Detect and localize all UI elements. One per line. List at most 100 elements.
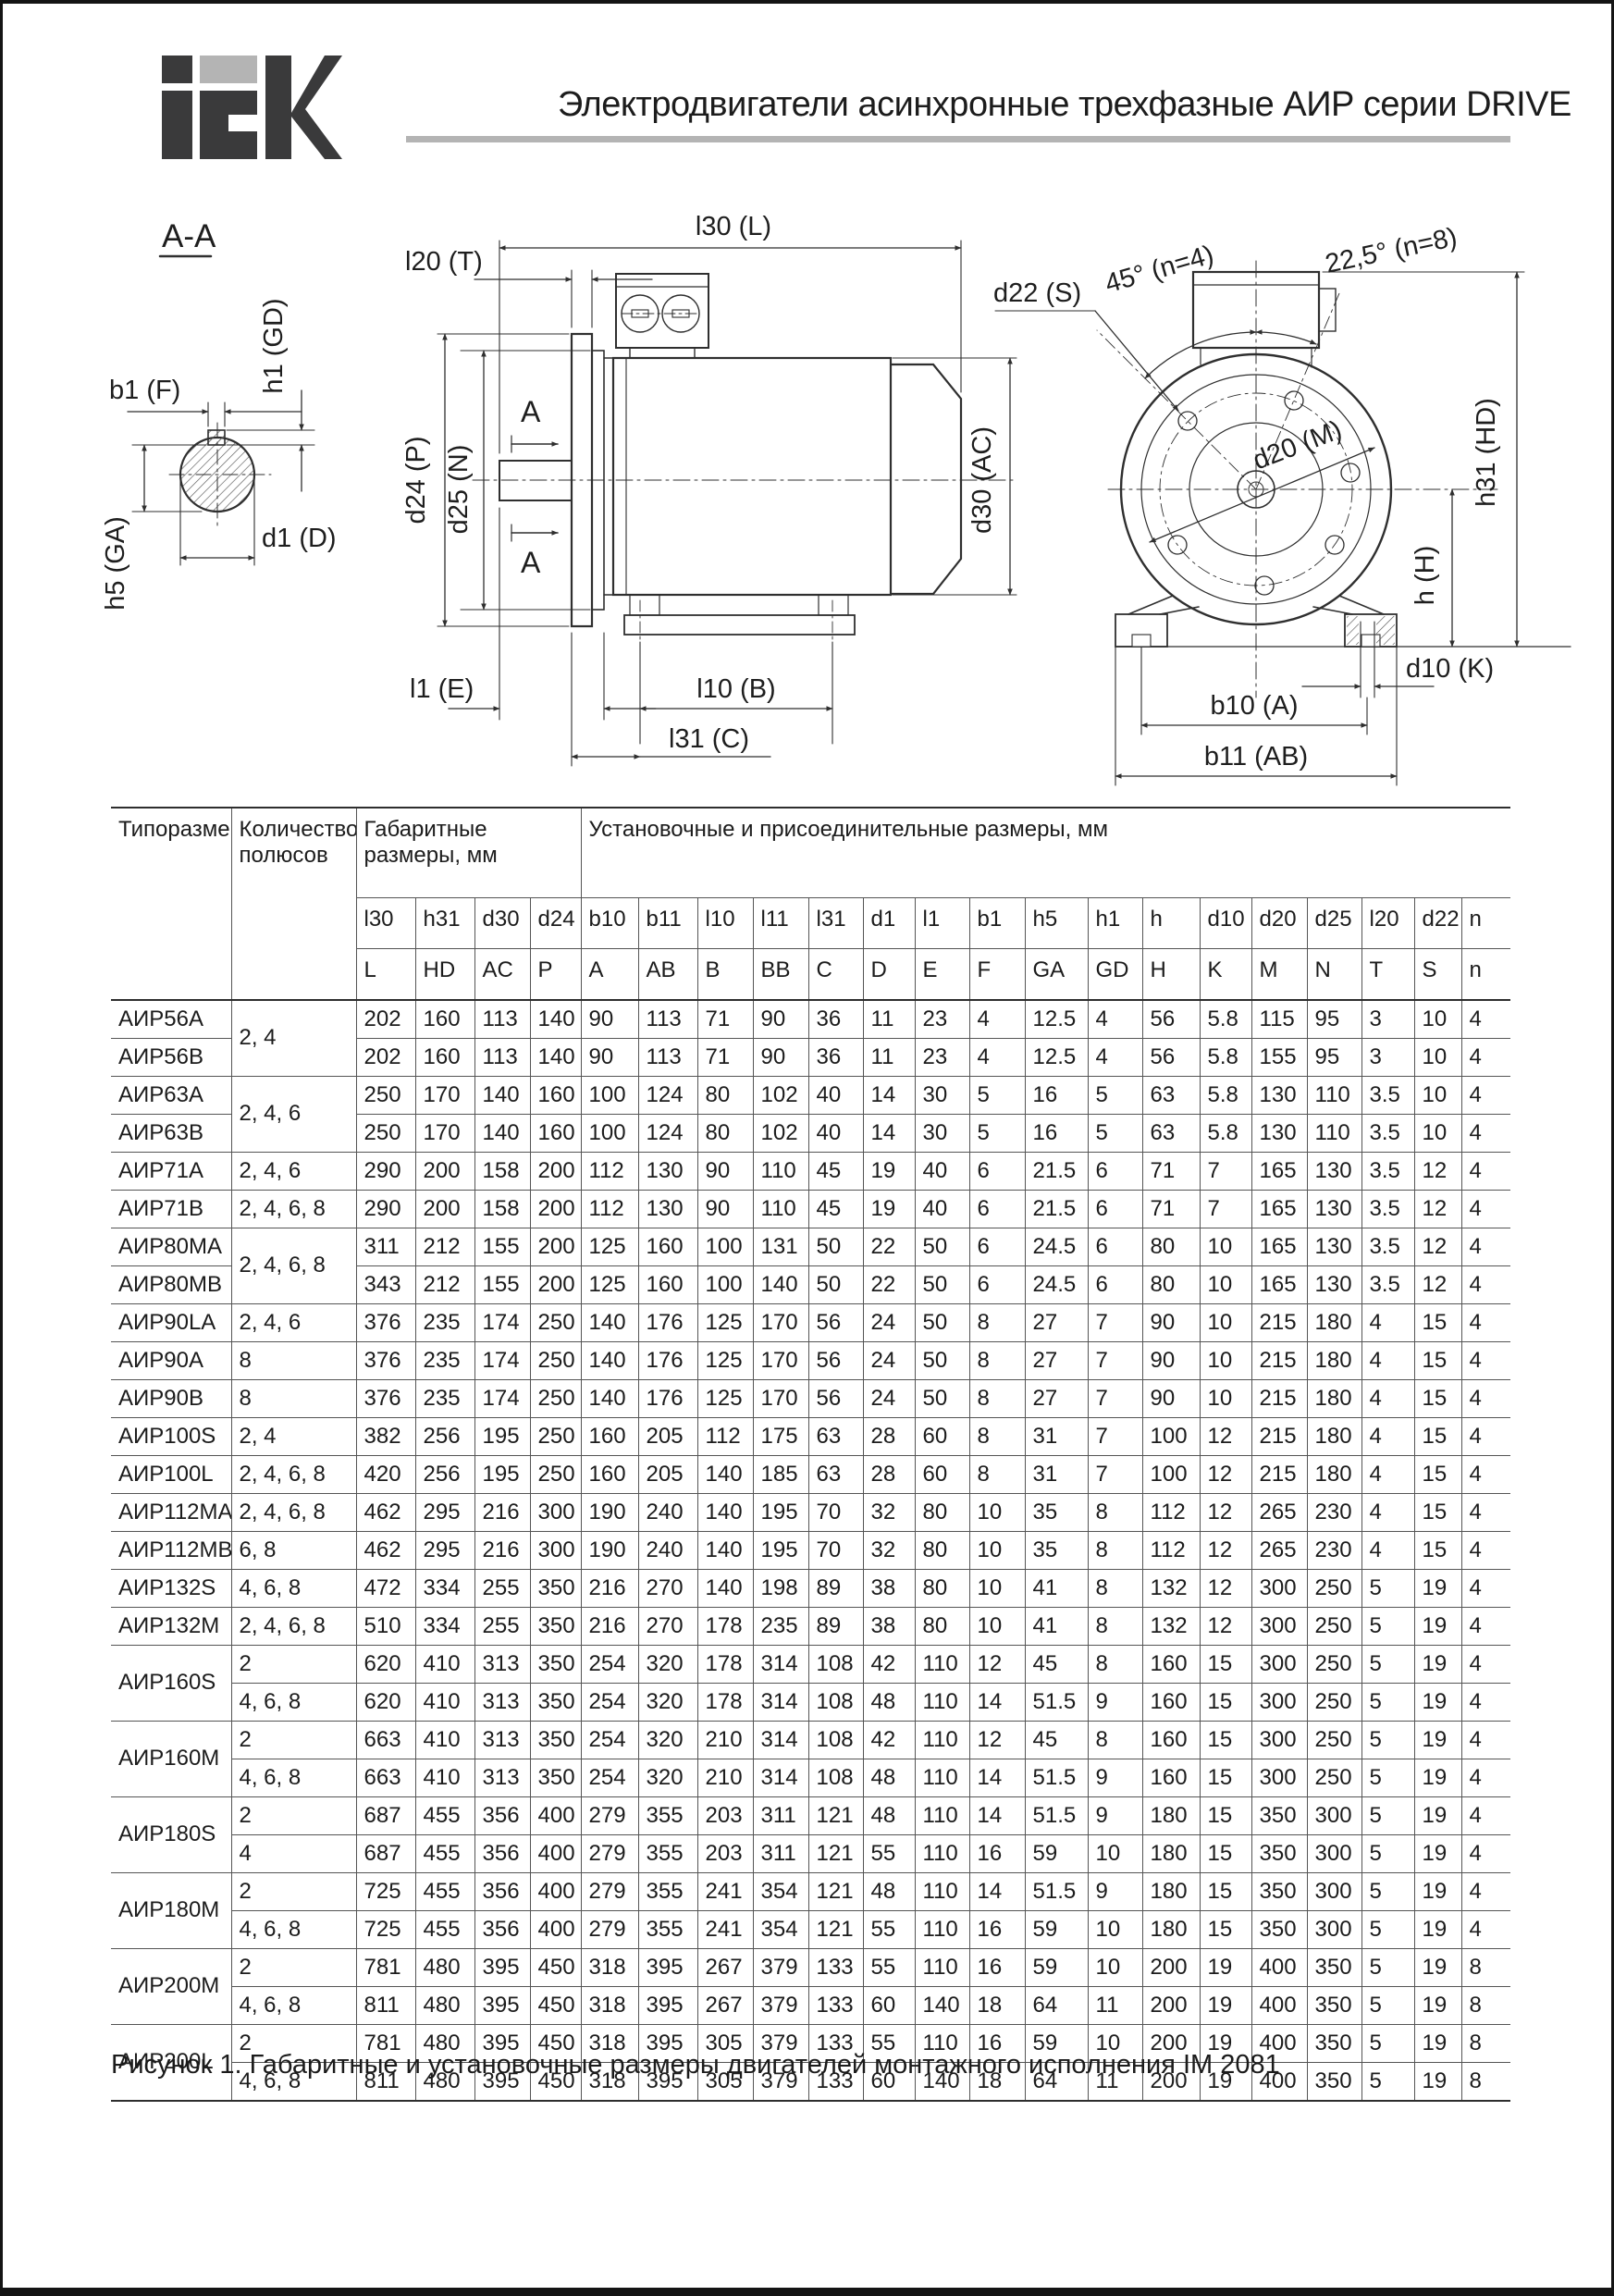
value-cell: 80 [914,1569,970,1608]
value-cell: 12 [1413,1265,1462,1304]
value-cell: 4 [1460,1190,1511,1228]
value-cell: 3.5 [1361,1265,1415,1304]
value-cell: 100 [580,1114,639,1153]
value-cell: 620 [355,1645,416,1684]
value-cell: 6 [968,1190,1026,1228]
value-cell: 11 [1087,1986,1143,2025]
value-cell: 4 [1361,1341,1415,1380]
value-cell: 24.5 [1024,1265,1089,1304]
value-cell: 180 [1141,1796,1201,1835]
type-size-cell: АИР71А [111,1152,232,1191]
value-cell: 3.5 [1361,1076,1415,1115]
value-cell: 131 [752,1228,809,1266]
value-cell: 270 [637,1607,698,1646]
value-cell: 27 [1024,1341,1089,1380]
value-cell: 110 [752,1152,809,1191]
value-cell: 113 [637,1038,698,1077]
value-cell: 10 [1413,1076,1462,1115]
value-cell: 15 [1413,1531,1462,1570]
value-cell: 10 [1199,1341,1252,1380]
value-cell: 19 [1413,1910,1462,1949]
value-cell: 18 [968,2062,1026,2102]
value-cell: 130 [1306,1265,1362,1304]
value-cell: 15 [1413,1303,1462,1342]
value-cell: 400 [1251,1986,1308,2025]
value-cell: 230 [1306,1493,1362,1532]
value-cell: 4 [1460,1607,1511,1646]
value-cell: 71 [696,999,754,1039]
value-cell: 350 [1306,2024,1362,2063]
value-cell: 70 [807,1531,864,1570]
value-cell: 11 [862,1038,916,1077]
value-cell: 480 [414,1948,475,1987]
type-size-cell: АИР63В [111,1114,232,1153]
value-cell: 4 [1460,1152,1511,1191]
poles-cell: 2 [230,1645,357,1684]
value-cell: 725 [355,1872,416,1911]
value-cell: 395 [474,1948,531,1987]
value-cell: 178 [696,1683,754,1722]
value-cell: 379 [752,1986,809,2025]
col-letter-header: L [355,948,416,1001]
value-cell: 355 [637,1910,698,1949]
dim-d25-label: d25 (N) [444,445,474,535]
value-cell: 279 [580,1834,639,1873]
value-cell: 198 [752,1569,809,1608]
value-cell: 160 [637,1265,698,1304]
value-cell: 133 [807,1986,864,2025]
value-cell: 400 [529,1834,582,1873]
value-cell: 130 [1251,1114,1308,1153]
value-cell: 124 [637,1076,698,1115]
value-cell: 450 [529,1948,582,1987]
value-cell: 19 [1413,2024,1462,2063]
value-cell: 48 [862,1872,916,1911]
value-cell: 31 [1024,1417,1089,1456]
value-cell: 140 [474,1076,531,1115]
dim-l31-label: l31 (C) [669,724,749,754]
value-cell: 10 [1199,1379,1252,1418]
col-subheader: b11 [637,897,698,949]
value-cell: 356 [474,1834,531,1873]
table-row: 4, 6, 8 663 410 313 350 254 320 210 314 108 48 110 1… [111,1759,1511,1797]
value-cell: 27 [1024,1379,1089,1418]
poles-cell: 2 [230,2024,357,2063]
value-cell: 216 [474,1531,531,1570]
col-letter-header: P [529,948,582,1001]
value-cell: 3.5 [1361,1228,1415,1266]
value-cell: 265 [1251,1493,1308,1532]
value-cell: 350 [529,1683,582,1722]
value-cell: 4 [1460,1910,1511,1949]
value-cell: 300 [1306,1796,1362,1835]
value-cell: 45 [807,1190,864,1228]
value-cell: 663 [355,1721,416,1759]
value-cell: 56 [1141,999,1201,1039]
value-cell: 472 [355,1569,416,1608]
value-cell: 160 [637,1228,698,1266]
value-cell: 48 [862,1759,916,1797]
value-cell: 6 [968,1152,1026,1191]
col-subheader: d30 [474,897,531,949]
value-cell: 190 [580,1493,639,1532]
value-cell: 210 [696,1759,754,1797]
value-cell: 124 [637,1114,698,1153]
value-cell: 10 [968,1607,1026,1646]
value-cell: 241 [696,1872,754,1911]
value-cell: 355 [637,1834,698,1873]
poles-cell: 2, 4 [230,999,357,1077]
value-cell: 200 [1141,2062,1201,2102]
value-cell: 510 [355,1607,416,1646]
type-size-cell: АИР90В [111,1379,232,1418]
col-subheader: n [1460,897,1511,949]
value-cell: 165 [1251,1152,1308,1191]
col-subheader: l31 [807,897,864,949]
value-cell: 71 [1141,1190,1201,1228]
value-cell: 480 [414,2024,475,2063]
type-size-cell: АИР200L [111,2024,232,2102]
value-cell: 5 [1361,1796,1415,1835]
value-cell: 22 [862,1228,916,1266]
value-cell: 4 [1460,1796,1511,1835]
value-cell: 320 [637,1645,698,1684]
value-cell: 140 [580,1341,639,1380]
value-cell: 350 [529,1721,582,1759]
value-cell: 12 [1199,1493,1252,1532]
